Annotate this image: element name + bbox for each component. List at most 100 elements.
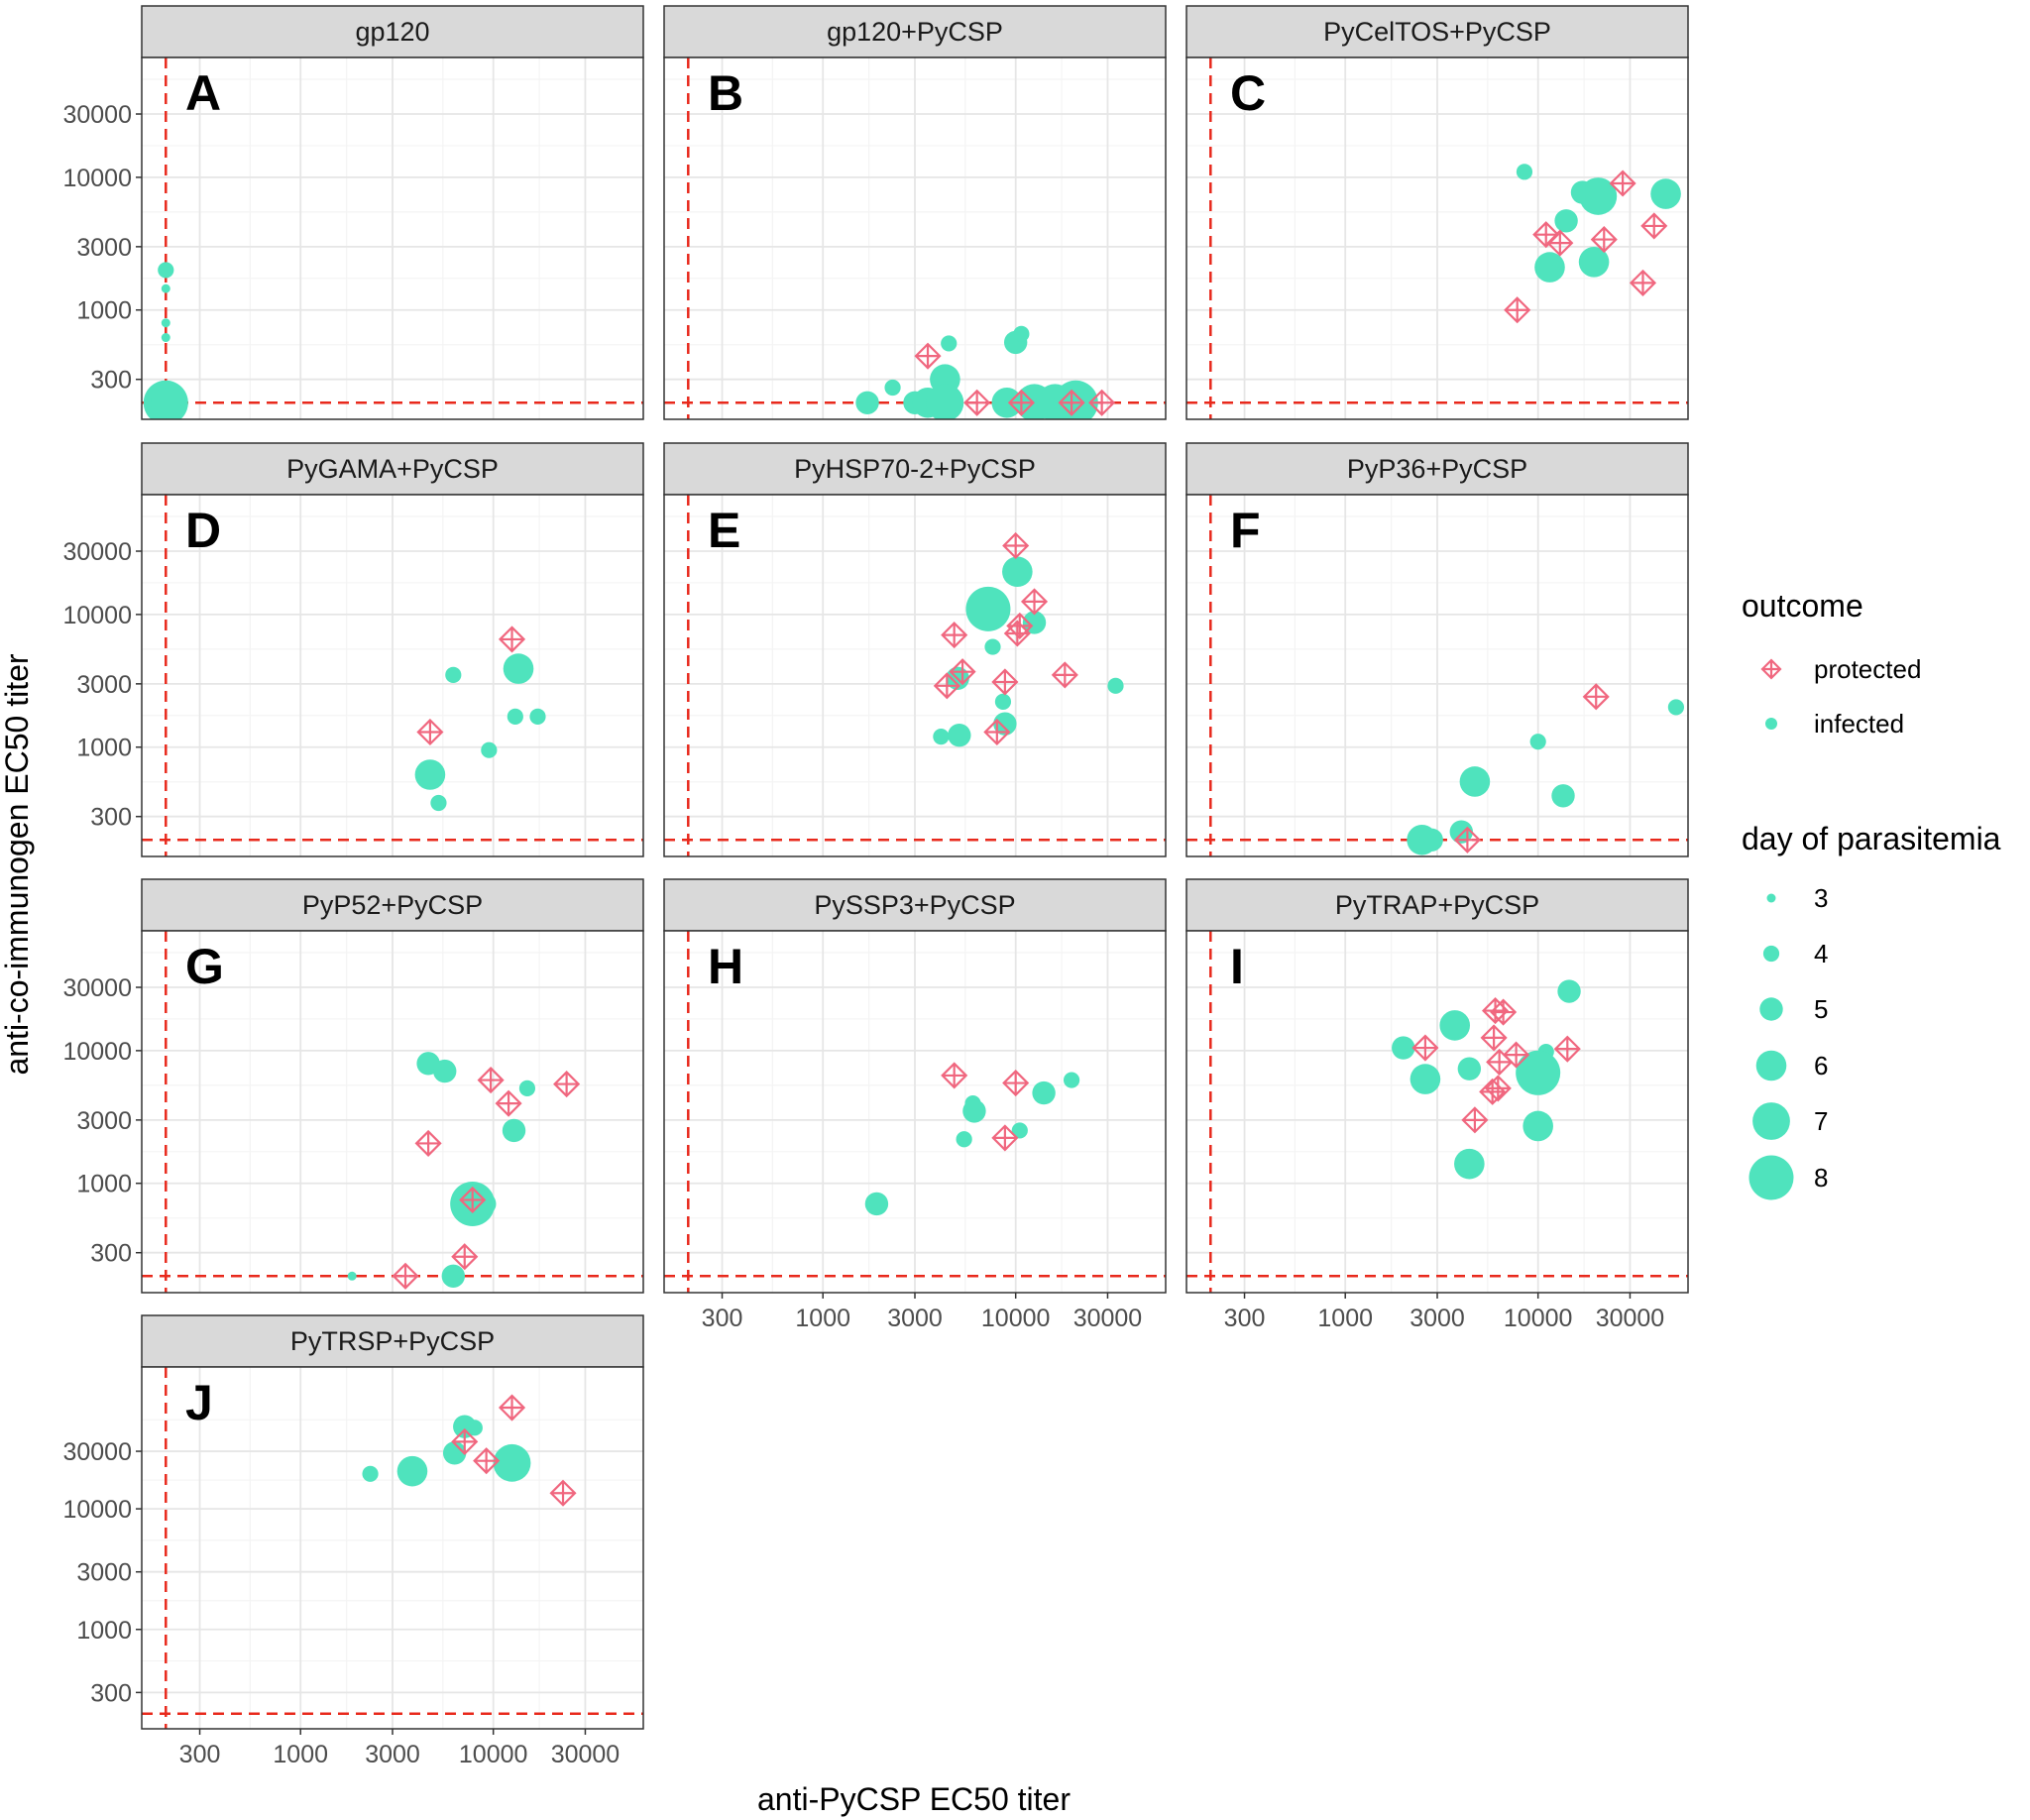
point-protected [477,1067,505,1094]
legend-outcome-title: outcome [1742,588,1863,624]
panel-e: PyHSP70-2+PyCSP E [663,442,1167,857]
point-infected [1667,699,1685,716]
legend-size-marker [1766,893,1776,903]
point-infected [962,1099,986,1123]
y-tick-label: 30000 [62,101,132,129]
y-tick-label: 10000 [62,1038,132,1066]
point-protected [1590,226,1618,254]
legend-size-item: 5 [1759,994,1828,1024]
legend-item-infected: infected [1765,709,1904,739]
x-tick-label: 1000 [1317,1305,1373,1332]
point-protected [451,1427,479,1455]
point-infected [507,708,523,725]
panel-letter: I [1230,939,1244,994]
point-infected [984,638,1001,655]
point-infected [1551,784,1575,808]
point-protected [941,1062,968,1089]
panel-strip [663,5,1167,58]
y-tick-label: 1000 [76,1617,132,1645]
point-protected [1486,1048,1514,1076]
panel-c: PyCelTOS+PyCSP C [1185,5,1689,420]
panel-strip [1185,442,1689,496]
point-infected [948,723,971,747]
protected-symbol-icon [1760,658,1782,680]
y-tick-label: 3000 [76,671,132,699]
point-infected [502,1118,526,1143]
point-protected [991,1124,1019,1152]
point-protected [1002,1069,1030,1097]
y-tick-label: 10000 [62,602,132,629]
panel-strip [1185,878,1689,932]
panel-title: PyGAMA+PyCSP [286,454,499,484]
point-infected [518,1080,536,1096]
x-tick-label: 30000 [551,1741,620,1768]
panel-letter: B [708,65,743,121]
point-infected [1578,247,1610,278]
panel-border [663,494,1167,857]
legend-size-item: 8 [1748,1155,1828,1200]
point-infected [1529,734,1546,750]
point-infected [347,1271,357,1281]
legend-size-item: 4 [1762,939,1828,968]
plot-content [142,57,643,419]
point-protected [1480,1024,1508,1052]
point-infected [1554,209,1578,233]
point-infected [161,284,170,293]
x-axes: 300 1000 3000 10000 30000 300 1000 3000 10000 300… [179,1293,1664,1768]
panel-title: PyHSP70-2+PyCSP [794,454,1036,484]
plot-content [1186,57,1688,419]
point-protected [1479,1078,1507,1105]
point-infected [529,708,546,725]
point-infected [864,1192,889,1216]
point-infected [1522,1110,1553,1142]
panel-border [141,494,644,857]
point-infected [473,1192,497,1216]
point-infected [933,729,950,745]
point-protected [416,718,444,746]
x-tick-label: 3000 [887,1305,943,1332]
point-protected [1058,389,1085,416]
point-infected [855,391,879,414]
point-protected [949,658,976,686]
point-infected [161,333,170,343]
point-protected [1609,170,1636,197]
point-infected [993,712,1017,736]
panel-letter: A [185,65,221,121]
y-tick-label: 1000 [76,735,132,762]
legend-size-label: 7 [1814,1106,1828,1136]
panel-letter: C [1230,65,1266,121]
point-protected [991,668,1019,696]
panel-letter: J [185,1375,213,1430]
point-protected [1461,1106,1489,1134]
point-infected [1557,979,1581,1003]
legend-size-item: 3 [1766,883,1828,913]
legend-size-item: 6 [1755,1050,1828,1081]
legend-size-items: 3 4 5 6 7 8 [1748,883,1828,1200]
panels: gp120 A 300 1000 3000 10000 30000 gp120+PyCSP B P… [62,5,1689,1730]
legend-size-label: 5 [1814,994,1828,1024]
legend-label-protected: protected [1814,654,1921,684]
point-infected [991,387,1023,418]
point-infected [1534,252,1565,283]
panel-b: gp120+PyCSP B [663,5,1167,420]
plot-content [664,57,1166,419]
point-infected [965,586,1011,631]
point-protected [498,626,526,653]
point-protected [1629,269,1657,296]
panel-letter: D [185,503,221,558]
y-tick-label: 10000 [62,1496,132,1524]
point-infected [150,387,181,418]
panel-g: PyP52+PyCSP G 300 1000 3000 10000 30000 [62,878,644,1294]
legend-size-label: 8 [1814,1163,1828,1193]
x-axis-title: anti-PyCSP EC50 titer [757,1781,1071,1817]
point-infected [1002,556,1033,588]
panel-i: PyTRAP+PyCSP I [1185,878,1689,1294]
point-infected [1579,177,1618,215]
point-protected [1088,389,1116,416]
y-tick-label: 300 [90,804,132,832]
point-infected [1013,325,1030,342]
point-infected [1516,164,1533,180]
x-tick-label: 30000 [1073,1305,1143,1332]
point-infected [1063,1072,1080,1088]
panel-letter: G [185,939,224,994]
